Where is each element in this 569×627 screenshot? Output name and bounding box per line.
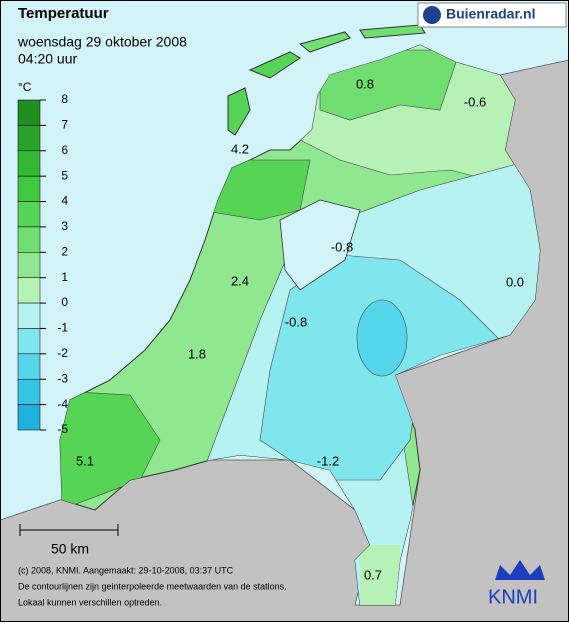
legend-label: 2 [61,244,68,258]
knmi-text: KNMI [488,586,538,608]
island [298,31,351,53]
island [227,87,251,136]
station-value: 2.4 [231,273,249,288]
scale-label: 50 km [51,541,89,557]
legend-swatch [17,353,41,380]
station-value: -0.8 [331,239,353,254]
legend-swatch [17,175,41,202]
legend-label: 3 [61,219,68,233]
legend-swatch [17,201,41,228]
station-value: 1.8 [188,346,206,361]
legend-swatch [17,125,41,152]
legend-label: 7 [61,118,68,132]
island [248,51,301,79]
station-value: 0.7 [364,567,382,582]
legend-label: 0 [61,295,68,309]
legend-swatch [17,150,41,177]
station-value: 0.0 [506,274,524,289]
logo-icon [423,6,441,24]
legend-label: 4 [61,194,68,208]
lake [279,199,361,291]
legend-swatch [17,226,41,253]
station-value: 4.2 [231,141,249,156]
legend-unit: °C [18,80,32,94]
logo-box [417,2,567,28]
legend-label: -4 [57,397,68,411]
legend-label: -3 [57,371,68,385]
station-value: 0.8 [356,76,374,91]
date: woensdag 29 oktober 2008 [17,34,187,50]
legend-label: -5 [57,422,68,436]
station-value: -0.8 [285,314,307,329]
legend-swatch [17,378,41,405]
island [359,24,426,39]
footer-line: De contourlijnen zijn geinterpoleerde me… [18,581,287,591]
legend-label: 1 [61,270,68,284]
legend-swatch [17,252,41,278]
legend-label: -2 [57,346,68,360]
legend-label: -1 [57,321,68,335]
station-value: 5.1 [76,453,94,468]
station-value: -0.6 [464,94,486,109]
knmi-crown [495,560,545,580]
legend-swatch [17,99,41,126]
legend-swatch [17,302,41,329]
logo-text: Buienradar.nl [446,6,535,22]
legend-swatch [17,277,41,304]
title: Temperatuur [18,5,109,22]
station-value: -1.2 [317,453,339,468]
footer-line: Lokaal kunnen verschillen optreden. [18,597,162,607]
legend-swatch [17,328,41,355]
footer-line: (c) 2008, KNMI. Aangemaakt: 29-10-2008, … [18,565,234,575]
legend-swatch [17,404,41,431]
legend-label: 6 [61,143,68,157]
legend-label: 8 [61,92,68,106]
legend-label: 5 [61,168,68,182]
time: 04:20 uur [18,51,77,67]
